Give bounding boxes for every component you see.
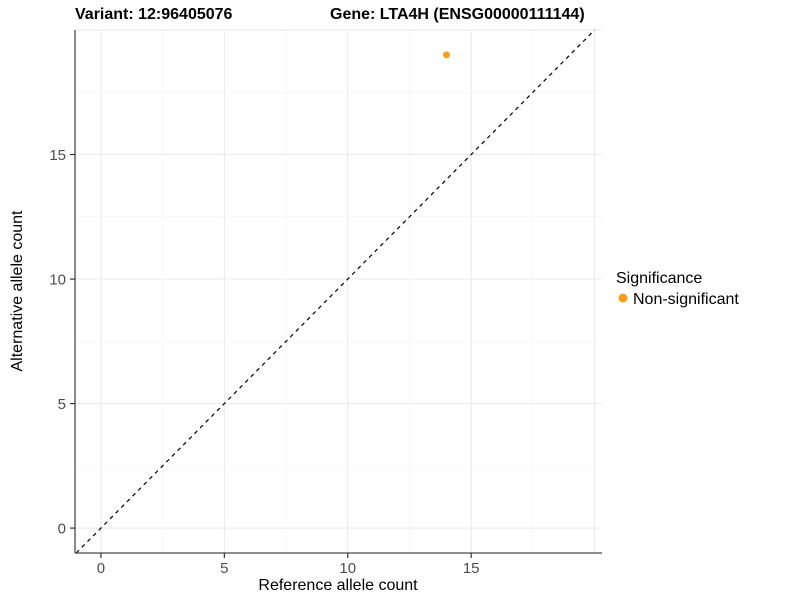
y-axis-title: Alternative allele count xyxy=(9,210,26,372)
legend-title: Significance xyxy=(616,270,702,287)
y-tick-label: 10 xyxy=(49,272,66,289)
x-tick-label: 5 xyxy=(220,560,228,577)
x-tick-label: 0 xyxy=(97,560,105,577)
tick-labels: 0 5 10 15 0 5 10 15 xyxy=(49,147,479,577)
x-tick-label: 15 xyxy=(463,560,480,577)
x-tick-label: 10 xyxy=(339,560,356,577)
legend-item: Non-significant xyxy=(618,291,739,308)
diagonal-dashed-line xyxy=(75,29,596,554)
plot-title-variant: Variant: 12:96405076 xyxy=(75,6,233,23)
tick-marks xyxy=(70,153,472,558)
y-tick-label: 5 xyxy=(58,396,66,413)
legend-point-icon xyxy=(618,293,628,303)
gridlines xyxy=(75,29,602,553)
scatter-point xyxy=(442,51,450,59)
legend: Significance Non-significant xyxy=(616,270,739,308)
identity-line xyxy=(75,29,596,554)
y-tick-label: 0 xyxy=(58,521,66,538)
legend-item-label: Non-significant xyxy=(633,291,739,308)
plot-title-gene: Gene: LTA4H (ENSG00000111144) xyxy=(330,6,585,23)
y-tick-label: 15 xyxy=(49,147,66,164)
x-axis-title: Reference allele count xyxy=(258,577,418,594)
axis-lines xyxy=(74,30,602,554)
data-points xyxy=(442,51,450,59)
